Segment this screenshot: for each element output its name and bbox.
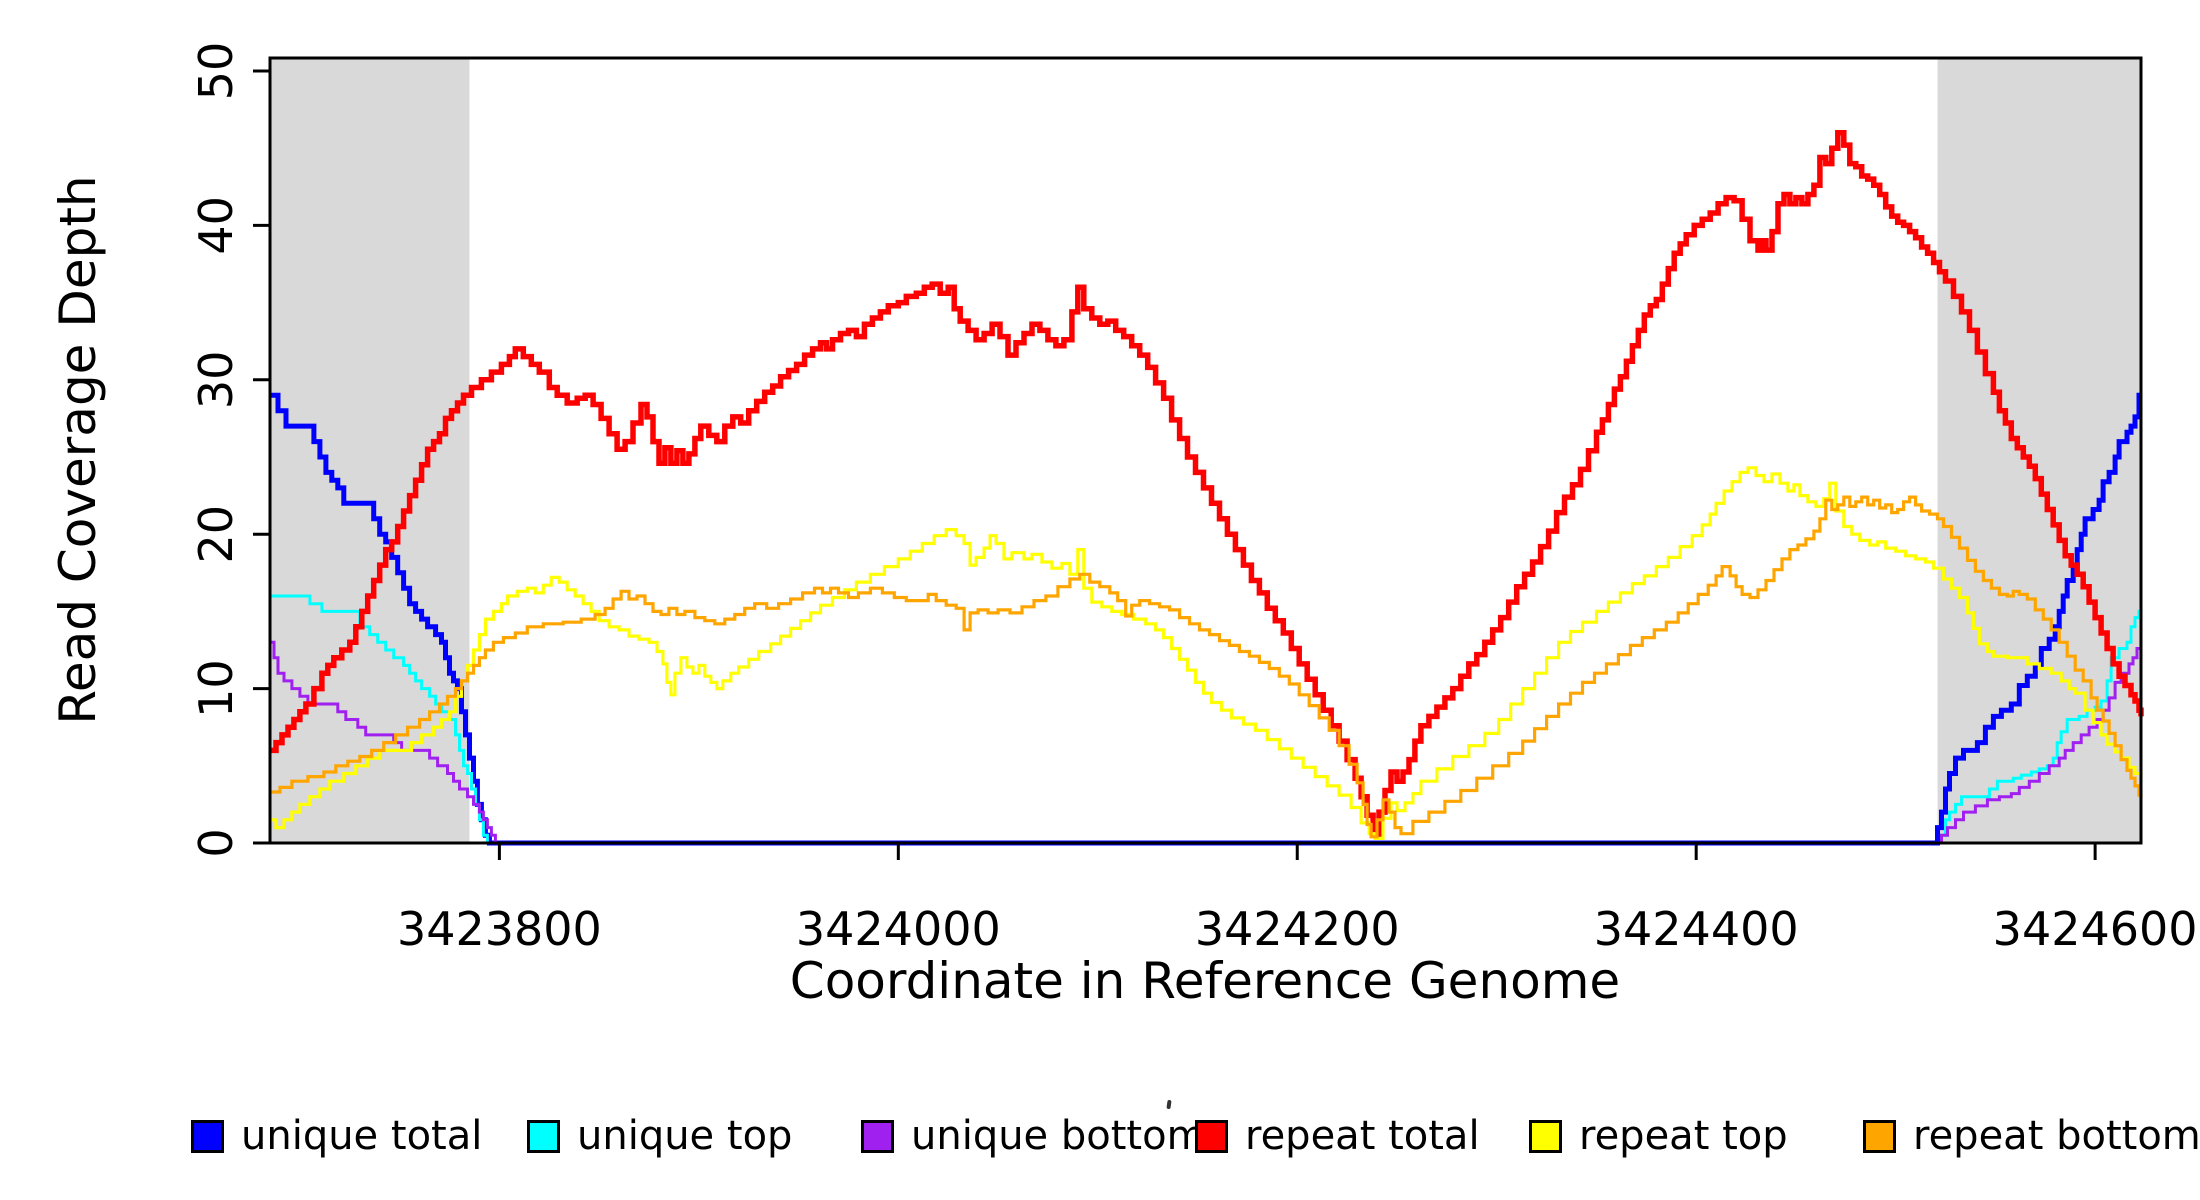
axes: 3423800 3424000 3424200 3424400 3424600 0 10 20… — [189, 42, 2198, 956]
y-tick-label: 50 — [189, 42, 243, 101]
series-lines — [270, 130, 2144, 846]
legend-label: repeat bottom — [1913, 1113, 2200, 1159]
x-tick-label: 3424400 — [1594, 902, 1799, 956]
series-repeat-top-line — [270, 466, 2143, 840]
unique-top-swatch-icon — [527, 1119, 560, 1153]
legend-label: repeat top — [1579, 1113, 1788, 1159]
y-tick-label: 30 — [189, 351, 243, 410]
repeat-top-swatch-icon — [1529, 1119, 1562, 1153]
y-tick-label: 0 — [189, 828, 243, 857]
x-tick-label: 3423800 — [397, 902, 602, 956]
legend-item-repeat-top: repeat top — [1529, 1110, 1788, 1162]
legend-item-repeat-bottom: repeat bottom — [1863, 1110, 2200, 1162]
y-tick-label: 20 — [189, 505, 243, 564]
legend-label: unique bottom — [911, 1113, 1206, 1159]
x-tick-label: 3424600 — [1993, 902, 2198, 956]
legend-item-unique-top: unique top — [527, 1110, 792, 1162]
legend-item-unique-total: unique total — [191, 1110, 482, 1162]
x-tick-label: 3424200 — [1195, 902, 1400, 956]
unique-total-swatch-icon — [191, 1119, 224, 1153]
x-axis-title: Coordinate in Reference Genome — [790, 952, 1620, 1010]
plot-border — [268, 56, 2143, 845]
y-axis-title: Read Coverage Depth — [49, 175, 107, 724]
legend-label: unique total — [241, 1113, 483, 1159]
masked-region-band — [270, 58, 470, 843]
legend-item-repeat-total: repeat total — [1195, 1110, 1480, 1162]
masked-region-band — [1937, 58, 2141, 843]
y-tick-label: 40 — [189, 196, 243, 255]
repeat-bottom-swatch-icon — [1863, 1119, 1896, 1153]
unique-bottom-swatch-icon — [861, 1119, 894, 1153]
y-tick-label: 10 — [189, 659, 243, 718]
series-unique-bottom-line — [270, 640, 2143, 845]
series-unique-top-line — [270, 594, 2141, 845]
legend-label: repeat total — [1245, 1113, 1480, 1159]
legend-item-unique-bottom: unique bottom — [861, 1110, 1206, 1162]
series-repeat-bottom-line — [270, 495, 2143, 839]
legend-label: unique top — [577, 1113, 793, 1159]
series-unique-total-line — [270, 392, 2142, 846]
series-repeat-total-line — [270, 130, 2144, 839]
repeat-total-swatch-icon — [1195, 1119, 1228, 1153]
x-tick-label: 3424000 — [796, 902, 1001, 956]
